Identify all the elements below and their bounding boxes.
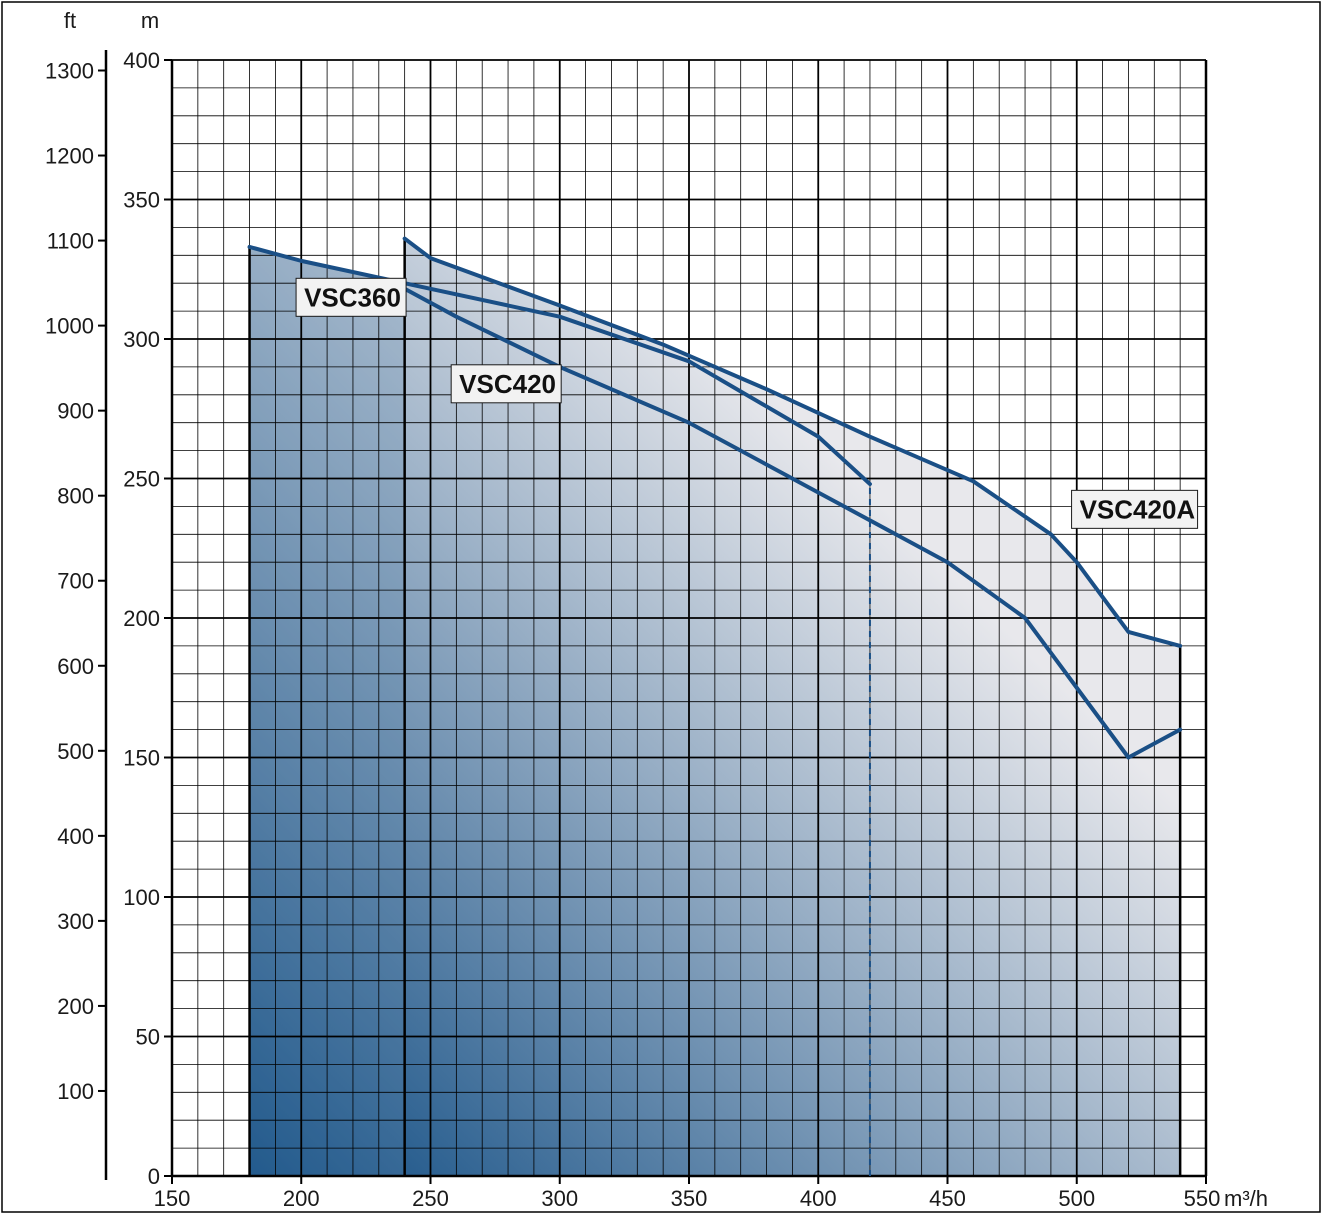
series-label-vsc360: VSC360 [295,277,407,317]
series-label-box [295,277,407,317]
x-tick-label: 400 [800,1186,837,1211]
x-unit-label: m³/h [1224,1186,1268,1211]
x-tick-label: 150 [154,1186,191,1211]
x-tick-label: 200 [283,1186,320,1211]
series-label-text: VSC420 [459,369,556,399]
series-label-box [1071,489,1199,529]
y-tick-label-ft: 1100 [47,229,94,254]
y-tick-label-ft: 1000 [45,314,94,339]
y-unit-ft: ft [64,8,76,33]
curve-vsc360 [247,244,872,487]
grid [171,59,1207,1177]
y-tick-label-ft: 500 [57,739,94,764]
x-tick-label: 550 [1184,1186,1221,1211]
y-tick-label-ft: 600 [57,654,94,679]
y-tick-label-ft: 200 [57,994,94,1019]
y-tick-label-m: 400 [123,48,160,73]
y-tick-label-m: 150 [123,746,160,771]
y-tick-label-ft: 800 [57,484,94,509]
y-tick-label-ft: 1200 [45,144,94,169]
series-label-text: VSC360 [304,282,401,312]
curve-vsc420a [402,236,1183,648]
curve-vsc420 [402,286,1183,760]
x-tick-label: 300 [541,1186,578,1211]
axes: 150 200 250 300 350 400 450 500 550 m³/h 0 50 100 150… [45,8,1268,1211]
series-labels: VSC360 VSC420 VSC420A [295,277,1199,529]
y-tick-label-m: 250 [123,467,160,492]
y-tick-label-m: 300 [123,327,160,352]
x-tick-label: 250 [412,1186,449,1211]
y-tick-label-ft: 900 [57,399,94,424]
y-tick-label-m: 0 [148,1164,160,1189]
y-tick-label-ft: 100 [57,1079,94,1104]
series-label-vsc420: VSC420 [450,364,562,404]
series-label-box [450,364,562,404]
y-tick-label-ft: 300 [57,909,94,934]
x-tick-label: 450 [929,1186,966,1211]
x-tick-label: 500 [1058,1186,1095,1211]
y-tick-label-ft: 400 [57,824,94,849]
y-tick-label-m: 100 [123,885,160,910]
y-unit-m: m [141,8,159,33]
x-tick-label: 350 [671,1186,708,1211]
y-tick-label-ft: 700 [57,569,94,594]
series-label-text: VSC420A [1080,494,1196,524]
y-tick-label-m: 350 [123,188,160,213]
curves [247,236,1183,1176]
y-tick-label-m: 50 [136,1025,160,1050]
series-label-vsc420a: VSC420A [1071,489,1199,529]
y-tick-label-ft: 1300 [45,58,94,83]
y-tick-label-m: 200 [123,606,160,631]
